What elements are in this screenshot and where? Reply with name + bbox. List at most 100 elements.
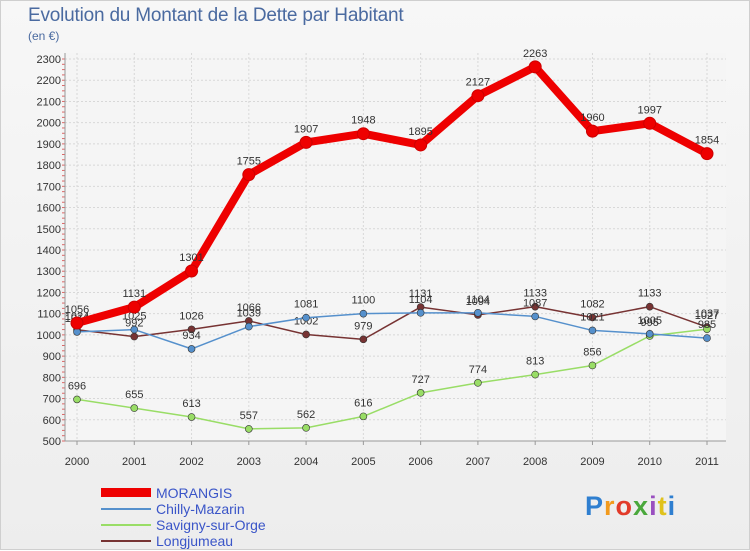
data-label-morangis: 2263 [523,48,547,60]
data-label-chilly-mazarin: 1100 [352,295,376,307]
x-tick-label: 2005 [351,456,375,468]
data-point-morangis [643,116,657,130]
data-label-morangis: 1854 [695,135,719,147]
x-tick-label: 2008 [523,456,547,468]
data-point-morangis [356,127,370,141]
data-point-morangis [70,316,84,330]
data-point-longjumeau [359,335,368,344]
data-point-longjumeau [588,313,597,322]
y-tick-label: 2000 [37,118,61,130]
x-tick-label: 2004 [294,456,318,468]
data-point-morangis [528,60,542,74]
data-point-longjumeau [302,330,310,339]
data-point-chilly-mazarin [416,309,425,317]
data-label-savigny-sur-orge: 774 [469,364,487,376]
y-tick-label: 1200 [37,287,61,299]
data-point-morangis [585,124,599,138]
y-tick-label: 2100 [37,96,61,108]
data-point-longjumeau [187,325,196,334]
data-point-savigny-sur-orge [359,412,368,421]
y-tick-label: 900 [43,351,61,363]
data-label-savigny-sur-orge: 696 [68,380,86,392]
data-label-chilly-mazarin: 1021 [580,311,604,323]
data-label-morangis: 1948 [351,115,375,127]
x-tick-label: 2002 [179,456,203,468]
data-point-savigny-sur-orge [588,361,597,370]
x-tick-label: 2010 [637,456,661,468]
data-point-chilly-mazarin [474,309,482,317]
y-tick-label: 1600 [37,203,61,215]
x-tick-label: 2006 [408,456,432,468]
data-label-longjumeau: 1037 [695,308,719,320]
data-point-savigny-sur-orge [703,325,711,333]
data-label-chilly-mazarin: 1104 [466,294,490,306]
data-label-morangis: 1997 [637,104,661,116]
y-tick-label: 700 [43,394,61,406]
y-tick-label: 500 [43,436,61,448]
y-tick-label: 1400 [37,245,61,257]
data-label-savigny-sur-orge: 1027 [695,310,719,322]
data-point-savigny-sur-orge [474,379,482,387]
data-label-savigny-sur-orge: 995 [641,317,659,329]
x-tick-label: 2000 [65,456,89,468]
legend-swatch-morangis [101,488,151,497]
data-label-chilly-mazarin: 1081 [294,299,318,311]
legend-swatch-longjumeau [101,540,151,542]
data-label-savigny-sur-orge: 613 [182,398,200,410]
data-point-morangis [299,135,313,149]
x-tick-label: 2001 [122,456,146,468]
data-label-longjumeau: 1094 [466,296,490,308]
y-tick-label: 2300 [37,54,61,66]
data-label-savigny-sur-orge: 655 [125,389,143,401]
data-label-morangis: 1755 [237,156,261,168]
data-label-morangis: 1907 [294,123,318,135]
y-tick-label: 800 [43,372,61,384]
data-point-longjumeau [531,302,539,311]
y-tick-label: 1000 [37,330,61,342]
data-point-savigny-sur-orge [245,425,253,433]
data-label-longjumeau: 1131 [409,288,433,300]
data-label-savigny-sur-orge: 616 [354,397,372,409]
data-label-morangis: 1301 [179,252,203,264]
data-point-chilly-mazarin [531,312,539,321]
data-point-morangis [242,168,256,182]
data-label-longjumeau: 1133 [523,288,547,300]
data-label-longjumeau: 1133 [638,288,662,300]
series-line-morangis [73,62,711,328]
data-label-morangis: 2127 [466,77,490,89]
data-label-longjumeau: 1066 [237,302,261,314]
data-point-chilly-mazarin [359,309,368,318]
data-point-chilly-mazarin [703,334,711,342]
legend-swatch-savigny-sur-orge [101,524,151,526]
x-tick-label: 2007 [466,456,490,468]
data-point-savigny-sur-orge [187,413,196,421]
data-label-savigny-sur-orge: 557 [240,410,258,422]
data-label-chilly-mazarin: 1039 [237,308,261,320]
data-point-longjumeau [130,332,139,341]
data-point-savigny-sur-orge [130,404,139,412]
data-point-savigny-sur-orge [302,424,310,432]
data-label-chilly-mazarin: 1025 [122,311,146,323]
x-tick-label: 2011 [695,456,719,468]
y-tick-label: 1900 [37,139,61,151]
data-point-morangis [185,264,199,278]
data-label-longjumeau: 979 [354,320,372,332]
y-tick-label: 1800 [37,160,61,172]
data-label-chilly-mazarin: 1005 [637,315,661,327]
chart-title: Evolution du Montant de la Dette par Hab… [28,5,404,26]
proxiti-logo: Proxiti [585,491,677,521]
data-point-morangis [471,89,485,103]
y-tick-label: 1100 [37,309,61,321]
data-label-morangis: 1056 [65,304,89,316]
y-tick-label: 1300 [37,266,61,278]
y-tick-label: 1700 [37,181,61,193]
chart-subtitle: (en €) [28,29,60,43]
data-label-chilly-mazarin: 1087 [523,297,547,309]
data-label-longjumeau: 1082 [580,298,604,310]
data-point-longjumeau [645,302,654,311]
legend-label-longjumeau: Longjumeau [156,533,234,549]
data-point-morangis [127,300,141,314]
data-label-chilly-mazarin: 1104 [409,294,433,306]
x-tick-label: 2009 [580,456,604,468]
